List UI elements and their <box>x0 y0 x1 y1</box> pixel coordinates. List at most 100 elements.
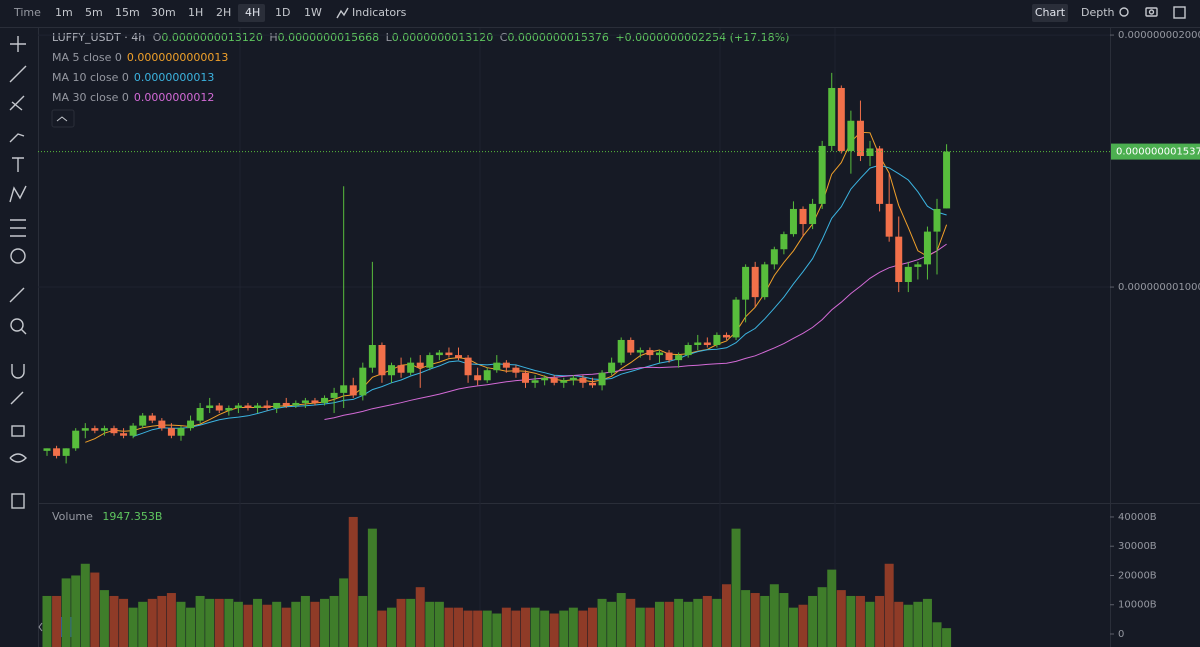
volume-bar <box>865 601 875 647</box>
volume-bar <box>310 601 320 647</box>
volume-bar <box>214 598 224 647</box>
depth-tab[interactable]: Depth <box>1081 6 1115 19</box>
volume-bar <box>320 598 330 647</box>
candle-body <box>349 385 357 396</box>
candle-body <box>895 236 903 283</box>
interval-button[interactable]: 1D <box>275 6 290 19</box>
top-icons[interactable] <box>1119 6 1186 19</box>
volume-bar <box>119 598 129 647</box>
candle-body <box>435 352 443 356</box>
volume-bar <box>836 590 846 647</box>
volume-bar <box>798 604 808 647</box>
volume-bar <box>760 595 770 647</box>
volume-bar <box>90 572 100 647</box>
volume-bar <box>731 528 741 647</box>
candle-body <box>292 402 300 406</box>
volume-bar <box>903 604 913 647</box>
candle-body <box>866 148 874 157</box>
candle-body <box>636 350 644 353</box>
candle-body <box>158 420 166 429</box>
candle-body <box>368 345 376 368</box>
ohlc-key: H <box>269 31 277 44</box>
indicators-icon[interactable] <box>336 7 349 19</box>
ohlc-key: L <box>386 31 393 44</box>
active-interval-bg <box>238 4 265 22</box>
y-tick-label: 0.0000000010000 <box>1118 282 1200 293</box>
volume-bar <box>358 595 368 647</box>
candle-body <box>91 428 99 431</box>
interval-button[interactable]: 1W <box>304 6 322 19</box>
ohlc-key: C <box>500 31 508 44</box>
chart-tab-bg <box>1032 4 1068 22</box>
volume-bar <box>253 598 263 647</box>
candle-body <box>923 231 931 265</box>
chart-tab[interactable]: Chart <box>1035 6 1066 19</box>
volume-bar <box>635 607 645 647</box>
volume-bar <box>779 593 789 647</box>
candle-body <box>847 120 855 151</box>
volume-bar <box>587 607 597 647</box>
interval-button[interactable]: 30m <box>151 6 176 19</box>
ma-line <box>324 243 947 420</box>
candle-body <box>225 408 233 411</box>
candle-body <box>273 402 281 409</box>
volume-bar <box>99 590 109 647</box>
volume-bar <box>875 595 885 647</box>
candle-body <box>541 377 549 381</box>
volume-title: Volume <box>52 510 93 523</box>
candle-body <box>904 266 912 283</box>
change: +0.0000000002254 (+17.18%) <box>615 31 789 44</box>
candle-body <box>359 367 367 396</box>
ma-line <box>132 164 947 437</box>
interval-button[interactable]: 4H <box>245 6 260 19</box>
interval-button[interactable]: 15m <box>115 6 140 19</box>
candle-body <box>655 352 663 356</box>
scroll-left[interactable] <box>38 622 43 632</box>
candle-body <box>340 385 348 393</box>
volume-tick-label: 40000B <box>1118 512 1157 523</box>
volume-bar <box>846 595 856 647</box>
volume-bar <box>578 610 588 647</box>
interval-button[interactable]: 5m <box>85 6 103 19</box>
collapse-frame[interactable] <box>51 109 75 128</box>
candle-body <box>244 405 252 409</box>
volume-bar <box>607 601 617 647</box>
volume-bar <box>272 601 282 647</box>
candle-body <box>311 400 319 403</box>
candle-body <box>397 365 405 373</box>
ma-value: 0.0000000000013 <box>127 51 228 64</box>
candle-body <box>732 299 740 338</box>
volume-bar <box>339 578 349 647</box>
volume-bar <box>922 598 932 647</box>
indicators-button[interactable]: Indicators <box>352 6 407 19</box>
candle-body <box>560 380 568 383</box>
interval-button[interactable]: 1H <box>188 6 203 19</box>
interval-button[interactable]: Time <box>13 6 41 19</box>
candle-body <box>809 203 817 225</box>
candle-body <box>684 345 692 356</box>
volume-bar <box>540 610 550 647</box>
candle-body <box>722 334 730 338</box>
candle-body <box>569 377 577 381</box>
drawing-tools[interactable] <box>9 36 27 509</box>
candle-body <box>799 208 807 225</box>
candle-body <box>646 350 654 356</box>
candle-body <box>713 334 721 346</box>
candle-body <box>129 425 137 436</box>
candle-body <box>675 355 683 361</box>
candle-body <box>703 342 711 346</box>
ohlc-key: O <box>153 31 162 44</box>
ohlc-value: 0.0000000013120 <box>392 31 493 44</box>
interval-button[interactable]: 2H <box>216 6 231 19</box>
candle-body <box>483 370 491 381</box>
interval-button[interactable]: 1m <box>55 6 73 19</box>
candle-body <box>196 408 204 421</box>
collapse-legend[interactable] <box>56 116 68 122</box>
candle-body <box>62 448 70 456</box>
volume-value: 1947.353B <box>102 510 162 523</box>
candle-body <box>789 208 797 235</box>
volume-bar <box>42 595 52 647</box>
candle-body <box>588 382 596 386</box>
ohlc-value: 0.0000000015668 <box>278 31 379 44</box>
